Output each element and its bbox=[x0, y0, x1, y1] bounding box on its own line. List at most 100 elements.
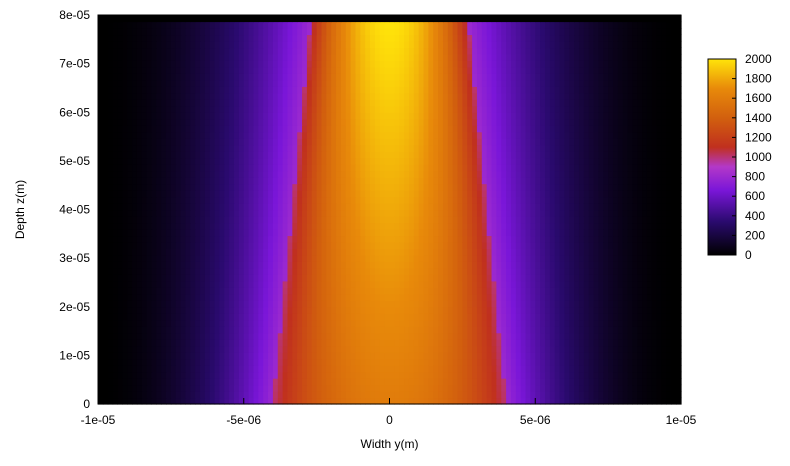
heatmap-cell bbox=[457, 352, 463, 360]
heatmap-cell bbox=[360, 384, 366, 392]
heatmap-cell bbox=[622, 164, 629, 172]
heatmap-cell bbox=[190, 313, 196, 321]
heatmap-cell bbox=[520, 313, 527, 321]
heatmap-cell bbox=[209, 183, 216, 191]
heatmap-cell bbox=[277, 313, 284, 321]
heatmap-cell bbox=[122, 209, 128, 217]
heatmap-cell bbox=[394, 203, 400, 211]
heatmap-cell bbox=[651, 384, 658, 392]
heatmap-cell bbox=[588, 267, 595, 275]
heatmap-cell bbox=[404, 190, 410, 198]
heatmap-cell bbox=[389, 203, 395, 211]
heatmap-cell bbox=[676, 293, 682, 301]
heatmap-cell bbox=[170, 203, 177, 211]
heatmap-cell bbox=[617, 332, 624, 340]
heatmap-cell bbox=[428, 261, 434, 269]
heatmap-cell bbox=[554, 241, 561, 249]
heatmap-cell bbox=[578, 203, 585, 211]
heatmap-cell bbox=[336, 339, 342, 347]
heatmap-cell bbox=[413, 332, 420, 340]
heatmap-cell bbox=[190, 274, 196, 282]
heatmap-cell bbox=[248, 138, 255, 146]
heatmap-cell bbox=[408, 151, 415, 159]
heatmap-cell bbox=[457, 203, 463, 211]
heatmap-cell bbox=[345, 300, 352, 308]
heatmap-cell bbox=[151, 293, 157, 301]
heatmap-cell bbox=[666, 241, 672, 249]
heatmap-cell bbox=[127, 144, 133, 152]
heatmap-cell bbox=[345, 209, 352, 217]
heatmap-cell bbox=[175, 352, 182, 360]
heatmap-cell bbox=[476, 261, 483, 269]
heatmap-cell bbox=[462, 157, 468, 165]
heatmap-cell bbox=[559, 157, 565, 165]
heatmap-cell bbox=[408, 209, 415, 217]
heatmap-cell bbox=[501, 222, 507, 230]
heatmap-cell bbox=[98, 371, 104, 379]
heatmap-cell bbox=[486, 248, 493, 256]
heatmap-cell bbox=[248, 293, 255, 301]
heatmap-cell bbox=[200, 170, 206, 178]
heatmap-cell bbox=[515, 358, 522, 366]
heatmap-cell bbox=[496, 138, 502, 146]
heatmap-cell bbox=[651, 235, 658, 243]
heatmap-cell bbox=[656, 345, 663, 353]
heatmap-cell bbox=[408, 371, 415, 379]
heatmap-cell bbox=[481, 319, 488, 327]
heatmap-cell bbox=[574, 319, 580, 327]
heatmap-cell bbox=[472, 183, 478, 191]
heatmap-cell bbox=[408, 196, 415, 204]
heatmap-cell bbox=[370, 287, 376, 295]
heatmap-cell bbox=[316, 183, 323, 191]
heatmap-cell bbox=[360, 138, 366, 146]
heatmap-cell bbox=[321, 293, 327, 301]
heatmap-cell bbox=[248, 261, 255, 269]
heatmap-cell bbox=[515, 164, 522, 172]
heatmap-cell bbox=[331, 157, 337, 165]
heatmap-cell bbox=[661, 371, 668, 379]
heatmap-cell bbox=[117, 215, 123, 224]
heatmap-cell bbox=[627, 164, 634, 172]
heatmap-cell bbox=[433, 378, 439, 386]
heatmap-cell bbox=[151, 397, 157, 405]
heatmap-cell bbox=[540, 196, 546, 204]
heatmap-cell bbox=[107, 190, 114, 198]
heatmap-cell bbox=[651, 209, 658, 217]
heatmap-cell bbox=[117, 306, 123, 314]
heatmap-cell bbox=[136, 267, 143, 275]
heatmap-cell bbox=[501, 209, 507, 217]
heatmap-cell bbox=[481, 287, 488, 295]
heatmap-cell bbox=[501, 287, 507, 295]
heatmap-cell bbox=[136, 222, 143, 230]
heatmap-cell bbox=[170, 144, 177, 152]
heatmap-cell bbox=[510, 196, 517, 204]
heatmap-cell bbox=[666, 170, 672, 178]
heatmap-cell bbox=[525, 196, 531, 204]
heatmap-cell bbox=[408, 228, 415, 237]
heatmap-cell bbox=[112, 339, 119, 347]
heatmap-cell bbox=[491, 248, 497, 256]
heatmap-cell bbox=[166, 177, 172, 185]
heatmap-cell bbox=[491, 164, 497, 172]
heatmap-cell bbox=[355, 157, 361, 165]
heatmap-cell bbox=[637, 235, 643, 243]
heatmap-cell bbox=[491, 215, 497, 224]
heatmap-cell bbox=[127, 203, 133, 211]
heatmap-cell bbox=[384, 177, 391, 185]
heatmap-cell bbox=[195, 352, 201, 360]
heatmap-cell bbox=[559, 203, 565, 211]
heatmap-cell bbox=[559, 164, 565, 172]
heatmap-cell bbox=[243, 371, 250, 379]
heatmap-cell bbox=[98, 358, 104, 366]
heatmap-cell bbox=[195, 157, 201, 165]
heatmap-cell bbox=[525, 228, 531, 237]
heatmap-cell bbox=[214, 267, 221, 275]
heatmap-cell bbox=[316, 222, 323, 230]
heatmap-cell bbox=[302, 371, 308, 379]
heatmap-cell bbox=[219, 151, 225, 159]
heatmap-cell bbox=[603, 248, 609, 256]
heatmap-cell bbox=[170, 313, 177, 321]
heatmap-cell bbox=[263, 190, 269, 198]
heatmap-cell bbox=[481, 365, 488, 373]
